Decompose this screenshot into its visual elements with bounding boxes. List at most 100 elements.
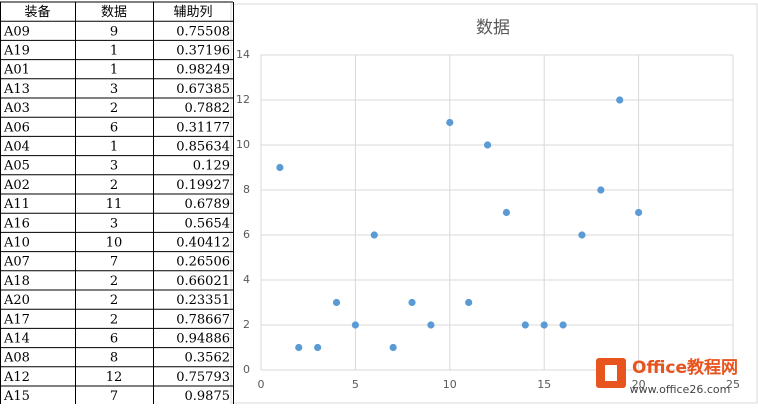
table-cell: 0.23351 — [176, 293, 230, 308]
watermark: Office教程网 www.office26.com — [596, 357, 738, 396]
table-cell: 0.78667 — [176, 312, 230, 327]
x-tick-label: 15 — [537, 378, 551, 391]
point — [351, 321, 359, 329]
table-cell: 6 — [110, 332, 118, 347]
table-cell: A05 — [3, 159, 30, 174]
table-cell: 0.5654 — [185, 216, 231, 231]
table-cell: 0.98249 — [176, 63, 230, 78]
table-cell: 0.37196 — [176, 44, 230, 59]
table-cell: A19 — [3, 44, 30, 59]
table-cell: A06 — [3, 120, 30, 135]
point — [446, 118, 454, 127]
table-header: 数据 — [101, 5, 127, 20]
table-cell: A15 — [3, 389, 30, 404]
point — [540, 321, 548, 329]
table-cell: A10 — [3, 236, 30, 251]
point — [465, 298, 473, 307]
table-cell: 0.66021 — [176, 274, 230, 289]
point — [483, 141, 492, 149]
y-tick-label: 14 — [236, 48, 250, 61]
table-cell: 7 — [110, 389, 118, 404]
table-cell: A14 — [3, 332, 30, 347]
table-cell: 0.75793 — [176, 370, 230, 385]
table-cell: A12 — [3, 370, 30, 385]
table-cell: 0.9875 — [185, 389, 231, 404]
table-cell: 0.40412 — [176, 236, 230, 251]
table-cell: A16 — [3, 216, 30, 231]
watermark-brand: Office教程网 — [632, 357, 738, 378]
y-tick-label: 0 — [243, 363, 250, 376]
point — [370, 231, 378, 239]
chart-title: 数据 — [476, 18, 510, 38]
table-cell: 0.129 — [193, 159, 230, 174]
table-header: 辅助列 — [173, 5, 212, 20]
point — [427, 321, 435, 329]
x-tick-label: 10 — [443, 378, 457, 391]
table-cell: 3 — [110, 216, 118, 231]
y-tick-label: 6 — [243, 228, 250, 241]
watermark-icon-inner — [605, 365, 617, 381]
table-cell: 6 — [110, 120, 118, 135]
table-cell: 8 — [110, 351, 118, 366]
table-cell: A03 — [3, 101, 30, 116]
point — [635, 208, 643, 217]
table-cell: 0.19927 — [176, 178, 230, 193]
table-cell: 2 — [110, 178, 118, 193]
table-cell: A09 — [3, 24, 30, 39]
table-cell: 0.31177 — [176, 120, 230, 135]
point — [559, 321, 567, 329]
table-cell: 0.85634 — [176, 140, 230, 155]
table-cell: 1 — [110, 63, 118, 78]
y-tick-label: 12 — [236, 93, 250, 106]
table-cell: 7 — [110, 255, 118, 270]
y-tick-label: 8 — [243, 183, 250, 196]
point — [521, 321, 529, 329]
point — [276, 163, 284, 172]
table-cell: 0.3562 — [185, 351, 231, 366]
point — [408, 298, 416, 307]
table-cell: A18 — [3, 274, 30, 289]
table-cell: 12 — [106, 370, 123, 385]
point — [389, 343, 397, 352]
table-cell: 11 — [106, 197, 123, 212]
point — [502, 208, 511, 217]
table-cell: 2 — [110, 101, 118, 116]
y-tick-label: 10 — [236, 138, 250, 151]
table-cell: A07 — [3, 255, 30, 270]
table-cell: 2 — [110, 312, 118, 327]
table-cell: A17 — [3, 312, 30, 327]
table-cell: 2 — [110, 274, 118, 289]
table-cell: 9 — [110, 24, 118, 39]
point — [332, 298, 341, 307]
table-cell: 0.67385 — [176, 82, 230, 97]
watermark-url: www.office26.com — [630, 383, 731, 396]
table-cell: 10 — [106, 236, 123, 251]
table-cell: A02 — [3, 178, 30, 193]
point — [578, 231, 586, 239]
table-cell: A11 — [3, 197, 30, 212]
x-tick-label: 20 — [632, 378, 646, 391]
y-tick-label: 2 — [243, 318, 250, 331]
table-cell: A08 — [3, 351, 30, 366]
point — [295, 343, 303, 352]
table-cell: 3 — [110, 82, 118, 97]
point — [314, 343, 322, 352]
table-cell: 2 — [110, 293, 118, 308]
table-cell: 1 — [110, 44, 118, 59]
point — [597, 186, 605, 194]
x-tick-label: 25 — [726, 378, 740, 391]
table-cell: A04 — [3, 140, 30, 155]
table-cell: 0.94886 — [176, 332, 230, 347]
table-header: 装备 — [24, 4, 50, 20]
table-cell: A01 — [3, 63, 30, 78]
x-tick-label: 5 — [352, 378, 359, 391]
table-cell: 1 — [110, 140, 118, 155]
y-tick-label: 4 — [243, 273, 250, 286]
table-cell: 3 — [110, 159, 118, 174]
table-cell: A13 — [3, 82, 30, 97]
table-cell: 0.26506 — [176, 255, 230, 270]
table-cell: 0.75508 — [176, 24, 230, 39]
chart-area — [230, 3, 758, 404]
table-cell: A20 — [3, 293, 30, 308]
